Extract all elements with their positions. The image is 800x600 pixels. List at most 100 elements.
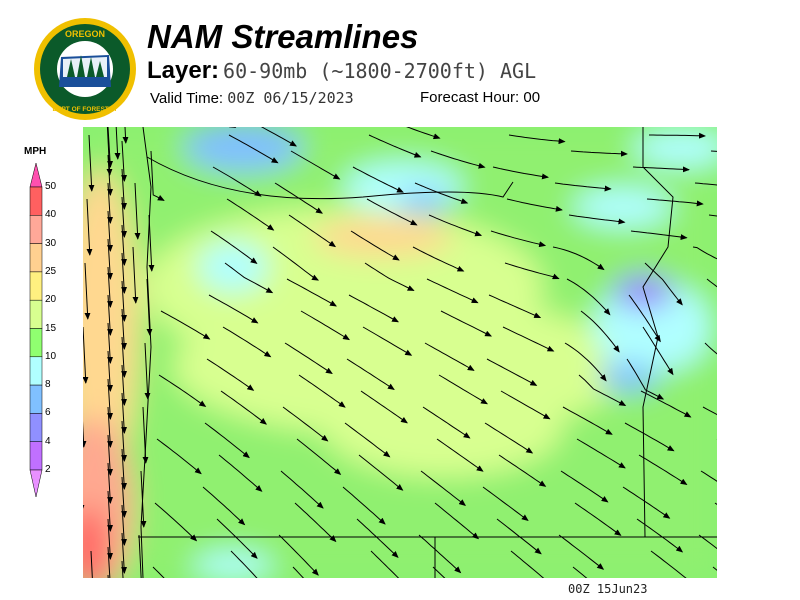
streamline bbox=[414, 182, 469, 204]
streamline bbox=[132, 246, 139, 304]
streamline bbox=[432, 566, 446, 578]
streamline bbox=[624, 422, 675, 452]
colorbar-band bbox=[29, 243, 43, 273]
streamline bbox=[362, 326, 413, 356]
streamline bbox=[560, 470, 609, 503]
streamline bbox=[296, 438, 342, 476]
streamline bbox=[107, 266, 114, 308]
streamline bbox=[694, 182, 717, 186]
streamline bbox=[638, 454, 688, 486]
streamline bbox=[212, 166, 262, 197]
streamline bbox=[107, 518, 114, 560]
streamline bbox=[107, 322, 114, 364]
colorbar-band bbox=[29, 384, 43, 414]
streamline bbox=[578, 374, 627, 406]
forecast-hour: Forecast Hour: 00 bbox=[420, 89, 540, 106]
streamline bbox=[150, 150, 165, 201]
colorbar bbox=[29, 162, 43, 498]
streamline bbox=[142, 406, 149, 464]
streamline bbox=[107, 238, 114, 280]
svg-text:OREGON: OREGON bbox=[65, 29, 105, 39]
streamline bbox=[121, 140, 128, 182]
streamline bbox=[107, 350, 114, 392]
streamline bbox=[360, 390, 408, 424]
layer-value: 60-90mb (~1800-2700ft) AGL bbox=[223, 59, 537, 83]
streamline bbox=[121, 532, 128, 574]
streamline bbox=[692, 246, 717, 260]
streamline bbox=[138, 534, 142, 578]
streamline bbox=[280, 470, 324, 509]
streamline bbox=[366, 198, 418, 226]
streamlines bbox=[83, 127, 717, 578]
streamline bbox=[288, 214, 337, 248]
streamline bbox=[574, 502, 622, 536]
streamline bbox=[700, 470, 717, 482]
streamline bbox=[622, 486, 671, 519]
streamline bbox=[107, 210, 114, 252]
streamline bbox=[632, 166, 690, 173]
streamline bbox=[156, 438, 202, 475]
streamline bbox=[702, 406, 717, 416]
streamline bbox=[121, 196, 128, 238]
streamline bbox=[107, 546, 111, 578]
streamline bbox=[552, 246, 605, 271]
colorbar-tick-label: 20 bbox=[45, 294, 57, 306]
streamline bbox=[504, 262, 560, 280]
colorbar-tick-label: 50 bbox=[45, 181, 57, 192]
streamline bbox=[284, 342, 333, 375]
streamline bbox=[114, 127, 121, 160]
streamline bbox=[294, 502, 337, 543]
streamline bbox=[500, 390, 551, 420]
streamline bbox=[204, 422, 250, 459]
streamline bbox=[144, 342, 151, 400]
colorbar-tick-label: 10 bbox=[45, 350, 57, 362]
streamline bbox=[260, 127, 297, 147]
colorbar-unit: MPH bbox=[24, 146, 47, 157]
colorbar-band bbox=[29, 215, 43, 244]
streamline bbox=[496, 518, 542, 555]
colorbar-band bbox=[29, 356, 43, 386]
streamline bbox=[630, 230, 688, 241]
streamline bbox=[644, 262, 683, 306]
streamline bbox=[370, 550, 400, 578]
streamline bbox=[646, 198, 704, 207]
streamline bbox=[498, 454, 547, 487]
streamline bbox=[278, 534, 319, 576]
streamline bbox=[228, 134, 279, 164]
streamline bbox=[506, 198, 563, 212]
layer-label: Layer: bbox=[147, 57, 220, 84]
streamline bbox=[706, 278, 717, 288]
streamline bbox=[698, 534, 717, 550]
streamline bbox=[628, 294, 661, 343]
streamline bbox=[440, 310, 492, 337]
streamline bbox=[158, 374, 207, 407]
streamline bbox=[121, 560, 124, 578]
streamline bbox=[562, 406, 613, 435]
streamline bbox=[358, 454, 404, 491]
streamline bbox=[222, 326, 272, 358]
streamline bbox=[107, 294, 114, 336]
streamline bbox=[107, 154, 114, 196]
streamline bbox=[368, 134, 422, 158]
streamline bbox=[636, 518, 684, 553]
valid-time-value: 00Z 06/15/2023 bbox=[227, 89, 354, 107]
colorbar-tick-label: 8 bbox=[45, 379, 51, 391]
streamline bbox=[428, 214, 483, 237]
wind-speed-fill bbox=[83, 127, 717, 578]
streamline bbox=[564, 342, 607, 382]
streamline bbox=[434, 502, 480, 540]
streamline bbox=[148, 214, 155, 272]
map-canvas bbox=[83, 127, 717, 578]
streamline bbox=[492, 166, 549, 180]
streamline bbox=[418, 534, 462, 574]
streamline bbox=[272, 246, 319, 281]
streamline bbox=[482, 486, 529, 521]
streamline bbox=[282, 406, 329, 442]
streamline bbox=[570, 150, 628, 157]
streamline bbox=[298, 374, 346, 408]
streamline bbox=[226, 198, 275, 231]
streamline bbox=[220, 390, 267, 425]
streamline bbox=[436, 438, 484, 472]
streamline bbox=[121, 252, 128, 294]
streamline bbox=[640, 390, 692, 418]
